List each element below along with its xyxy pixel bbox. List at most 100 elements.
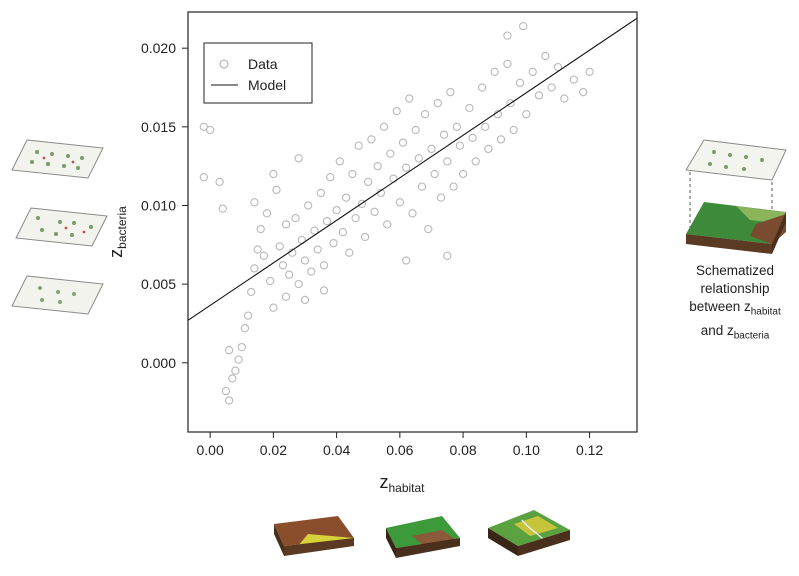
data-point [224, 396, 234, 405]
data-point [234, 355, 243, 364]
data-point [496, 135, 506, 144]
caption-line-3: between zhabitat [689, 299, 781, 318]
x-tick-label: 0.12 [576, 442, 603, 458]
data-point [205, 125, 215, 135]
data-point [247, 287, 256, 297]
data-point [585, 67, 594, 76]
y-tick-label: 0.015 [141, 119, 176, 135]
data-point [446, 88, 455, 97]
y-tick-label: 0.000 [141, 355, 176, 371]
data-point [228, 374, 237, 383]
data-point [341, 193, 351, 202]
data-point [281, 220, 291, 229]
y-tick-label: 0.020 [141, 40, 176, 56]
habitat-tile-left-bottom [11, 275, 104, 315]
data-point [215, 177, 224, 187]
data-point [519, 22, 528, 31]
data-point [547, 83, 556, 92]
data-point [465, 103, 474, 113]
landscape-tile-bottom-3 [488, 510, 570, 556]
data-point [313, 245, 322, 254]
x-tick-label: 0.04 [323, 442, 350, 458]
data-point [291, 213, 300, 223]
data-point [300, 295, 310, 305]
data-point [338, 228, 348, 237]
data-point [322, 217, 332, 226]
data-point [471, 157, 480, 166]
data-point [560, 94, 569, 103]
data-point [250, 264, 259, 273]
data-point [414, 154, 423, 163]
data-point [281, 292, 291, 301]
data-point [326, 173, 335, 182]
data-point [224, 346, 234, 355]
data-point [294, 154, 303, 163]
data-point [443, 157, 452, 166]
data-point [436, 193, 446, 202]
data-point [329, 239, 338, 248]
data-point [256, 224, 265, 234]
x-tick-label: 0.02 [260, 442, 287, 458]
data-point [427, 144, 436, 154]
data-point [506, 99, 515, 108]
model-line [187, 17, 638, 321]
data-point [503, 59, 512, 69]
caption-line-2: relationship [700, 281, 770, 296]
legend-model-label: Model [248, 77, 286, 93]
data-point [364, 177, 373, 187]
data-point [304, 201, 313, 210]
data-point [269, 303, 278, 312]
data-point [221, 386, 231, 396]
data-point [294, 279, 303, 289]
caption-line-4: and zbacteria [700, 322, 770, 342]
data-point [509, 125, 518, 135]
data-point [503, 31, 512, 40]
data-point [411, 125, 420, 135]
data-point [579, 88, 588, 97]
legend-data-marker [219, 59, 229, 69]
data-point [266, 276, 275, 286]
data-point [259, 251, 269, 260]
data-point [307, 267, 316, 276]
data-point [452, 122, 461, 131]
data-point [199, 173, 208, 182]
data-point [417, 182, 427, 191]
data-point [534, 91, 544, 100]
y-axis-title: zbacteria [106, 206, 129, 258]
data-point [433, 99, 442, 108]
data-point [569, 75, 578, 84]
data-point [420, 110, 430, 119]
data-point [285, 270, 294, 279]
legend: Data Model [203, 42, 313, 104]
legend-box [203, 42, 313, 104]
data-point [402, 256, 411, 265]
data-point [357, 199, 367, 209]
data-point [370, 207, 379, 216]
data-point [367, 135, 376, 144]
x-tick-label: 0.08 [449, 442, 476, 458]
data-point [332, 206, 341, 215]
data-point [262, 209, 272, 218]
data-point [395, 198, 405, 207]
data-point [424, 224, 433, 234]
data-point [379, 122, 389, 131]
data-point [351, 213, 360, 223]
y-tick-label: 0.005 [141, 276, 176, 292]
data-point [272, 185, 281, 194]
data-point [392, 106, 401, 116]
x-axis-title: zhabitat [379, 472, 425, 495]
data-point [240, 324, 250, 333]
data-point [515, 78, 525, 87]
data-point [389, 174, 398, 183]
y-tick-label: 0.010 [141, 197, 176, 213]
data-point [316, 188, 325, 198]
data-point [458, 169, 468, 179]
data-point [386, 149, 395, 158]
data-point [405, 94, 414, 103]
schematic-caption: Schematized relationship between zhabita… [676, 262, 794, 345]
data-point [275, 242, 284, 251]
caption-line-1: Schematized [695, 263, 775, 278]
data-point [553, 62, 563, 72]
data-point [335, 157, 344, 166]
data-point [253, 245, 262, 254]
